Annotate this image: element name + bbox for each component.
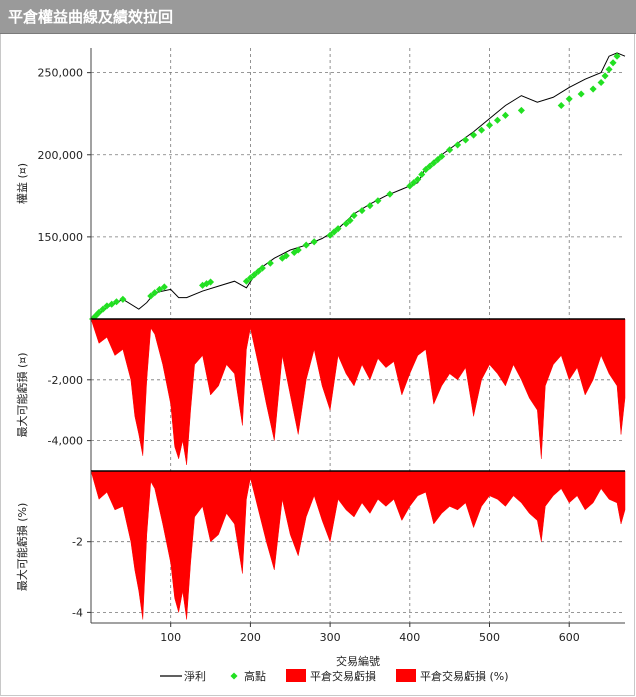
high-point-marker [557,101,565,110]
x-axis-label: 交易編號 [336,654,380,668]
legend-box-icon [286,669,306,682]
high-point-marker [422,166,430,174]
high-point-marker [438,152,446,160]
chart-frame [0,34,635,696]
panel-equity: 150,000 200,000 250,000 權益 (¤) [15,48,626,323]
high-point-marker [493,116,502,124]
y-axis-label: 權益 (¤) [15,163,29,204]
high-point-marker [430,159,438,167]
legend-label: 平倉交易虧損 [310,669,376,683]
y-tick-label: -4 [72,606,83,619]
high-point-marker [478,126,486,134]
high-point-marker [589,85,597,93]
window-title: 平倉權益曲線及績效拉回 [0,0,636,34]
high-point-marker [112,298,121,306]
high-point-marker [310,238,318,246]
high-point-marker [446,146,454,154]
high-point-marker [418,170,426,179]
high-point-marker [326,231,334,239]
high-point-marker [517,106,525,114]
high-point-marker [242,277,250,285]
high-point-marker [426,162,434,170]
y-tick-label: 250,000 [38,67,84,80]
x-tick-label: 100 [160,631,181,644]
high-point-marker [434,156,442,164]
high-point-marker [254,267,262,275]
drawdown-area [90,318,626,465]
high-point-marker [160,283,168,291]
high-point-marker [246,274,254,282]
high-point-marker [342,220,350,228]
y-tick-label: 150,000 [38,231,84,244]
y-tick-label: -2,000 [48,374,83,387]
high-point-marker [605,65,613,73]
high-point-marker [597,78,605,87]
y-axis-label: 最大可能虧損 (%) [15,503,29,592]
high-point-marker [577,90,585,98]
drawdown-area [90,470,626,620]
high-point-marker [501,111,509,119]
legend-label: 平倉交易虧損 (%) [420,669,509,683]
high-point-marker [613,52,621,60]
y-tick-label: 200,000 [38,149,84,162]
high-point-marker [294,246,302,254]
high-point-marker [147,292,155,300]
high-point-marker [250,271,258,279]
high-point-marker [406,182,414,190]
high-point-marker [485,121,494,129]
high-point-marker [346,216,354,224]
high-point-marker [95,308,103,316]
high-point-marker [565,95,573,103]
y-tick-label: -2 [72,536,83,549]
high-point-marker [601,72,609,80]
x-tick-label: 600 [559,631,580,644]
high-point-marker [151,289,159,297]
panel-drawdown-amount: -2,000 -4,000 最大可能虧損 (¤) [15,318,626,471]
high-point-marker [410,179,418,187]
y-axis-label: 最大可能虧損 (¤) [15,352,29,437]
high-point-marker [108,300,116,308]
x-tick-label: 300 [320,631,341,644]
high-point-marker [119,295,127,303]
legend-label: 高點 [244,669,266,683]
high-point-marker [156,285,164,293]
high-point-marker [99,305,107,313]
high-point-marker [462,136,470,144]
legend-label: 淨利 [184,670,206,683]
panel-drawdown-percent: -2 -4 最大可能虧損 (%) [15,470,626,623]
high-point-marker [454,141,462,149]
legend-diamond-icon [230,672,238,680]
high-point-marker [366,202,374,210]
legend-box-icon [396,669,416,682]
high-point-marker [266,259,274,267]
x-tick-label: 500 [479,631,500,644]
high-point-marker [374,197,382,205]
high-point-marker [258,264,266,272]
x-tick-label: 200 [240,631,261,644]
high-point-marker [334,225,342,233]
high-point-marker [609,59,617,67]
y-tick-label: -4,000 [48,435,83,448]
high-point-marker [470,131,478,139]
high-point-marker [358,207,366,215]
high-point-marker [414,175,422,183]
high-point-marker [207,278,215,286]
high-point-marker [302,241,310,249]
high-point-marker [282,252,290,260]
high-point-marker [386,190,394,198]
x-tick-label: 400 [399,631,420,644]
high-point-marker [350,211,358,220]
